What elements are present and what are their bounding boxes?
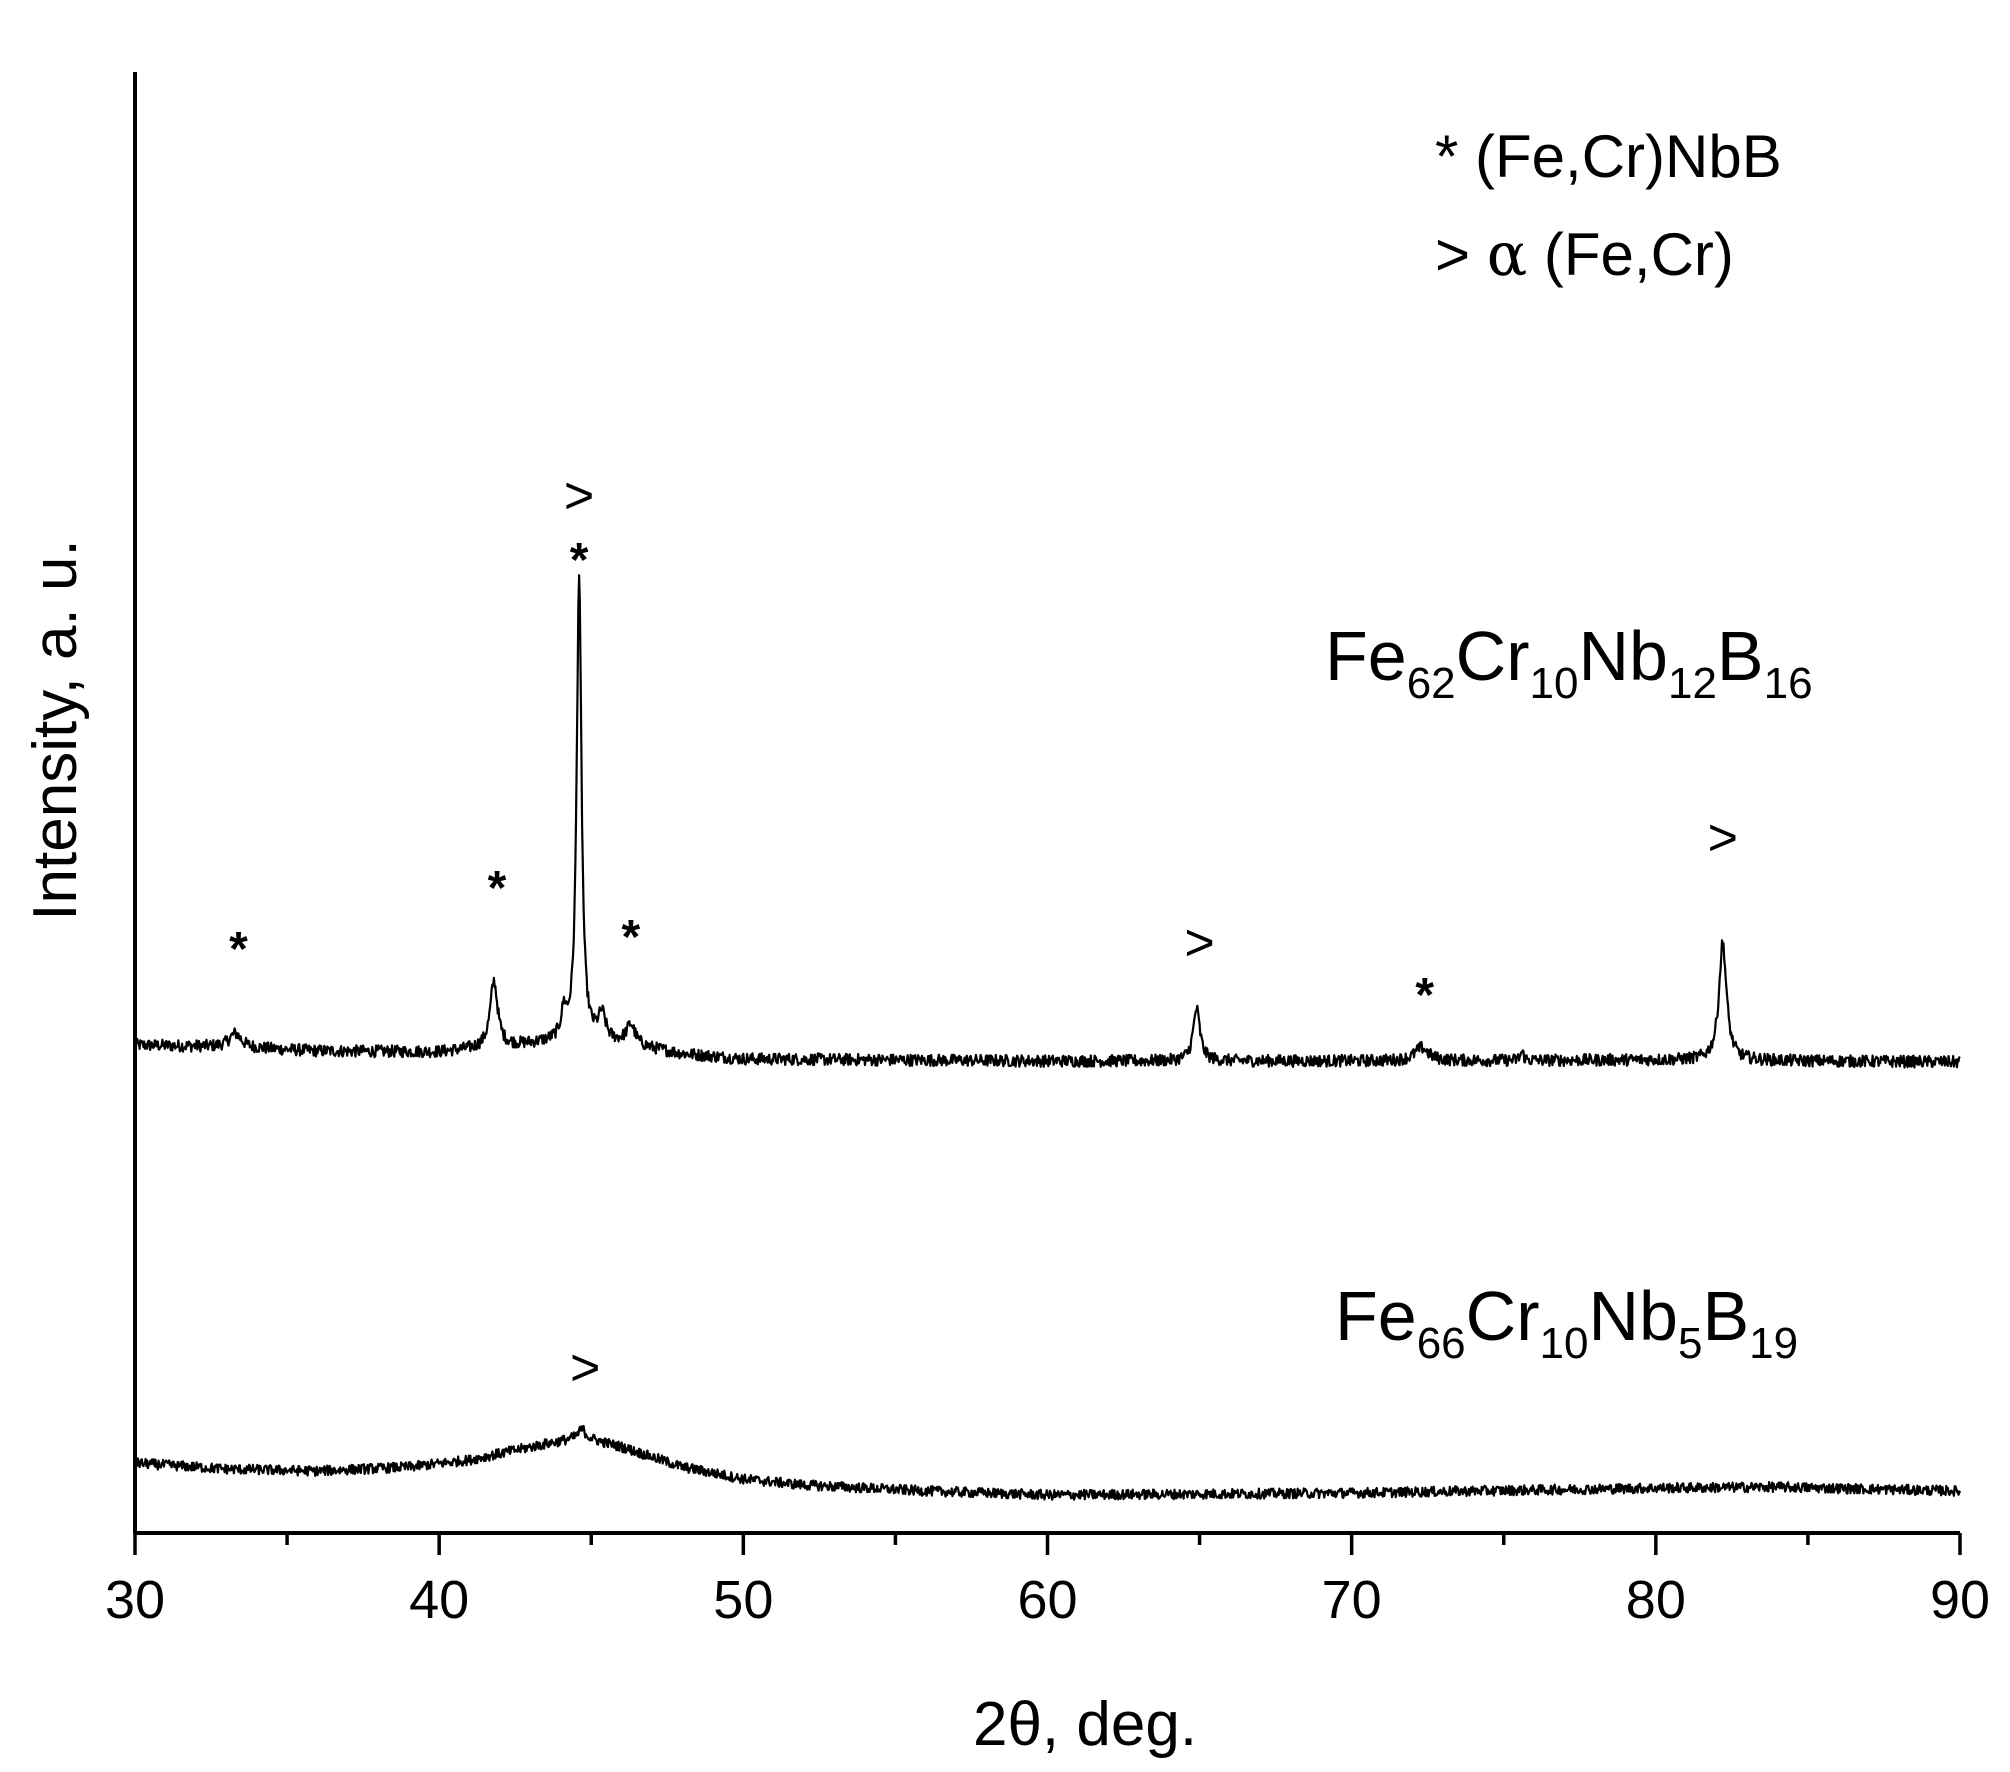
series-label-element: B [1717,617,1764,695]
x-tick-label: 30 [105,1570,165,1630]
x-axis-title: 2θ, deg. [973,1690,1197,1759]
x-tick-label: 70 [1322,1570,1382,1630]
peak-marker-1-1: * [229,923,248,976]
series-line-2 [134,1424,1962,1501]
legend: * (Fe,Cr)NbB > α (Fe,Cr) [1435,123,1782,290]
series-label-subscript: 12 [1668,659,1717,708]
y-axis-title: Intensity, a. u. [21,539,90,920]
series-label-element: Cr [1466,1277,1540,1355]
peak-marker-1-8: > [1708,809,1738,867]
peak-marker-1-5: * [621,911,640,964]
series-label-subscript: 10 [1540,1319,1589,1368]
series-label-element: B [1702,1277,1749,1355]
series-label-subscript: 19 [1749,1319,1798,1368]
series-label-subscript: 10 [1530,659,1579,708]
x-tick-label: 90 [1930,1570,1990,1630]
series-label-element: Nb [1578,617,1667,695]
series-label-subscript: 5 [1678,1319,1702,1368]
series-line-1 [133,574,1961,1069]
series-label-element: Fe [1335,1277,1417,1355]
series-label-subscript: 16 [1764,659,1813,708]
peak-marker-1-4: > [564,467,594,525]
peak-marker-1-2: * [488,862,507,915]
x-tick-label: 40 [409,1570,469,1630]
peak-marker-1-6: > [1184,914,1214,972]
x-tick-label: 60 [1017,1570,1077,1630]
series-label-element: Cr [1456,617,1530,695]
peak-marker-2-1: > [570,1339,600,1397]
series-label-element: Fe [1325,617,1407,695]
series-label-element: Nb [1588,1277,1677,1355]
series-label-1: Fe62Cr10Nb12B16 [1325,617,1813,708]
series-label-subscript: 62 [1407,659,1456,708]
legend-item-alpha-fecr: > α (Fe,Cr) [1435,220,1734,290]
x-tick-label: 50 [713,1570,773,1630]
x-tick-label: 80 [1626,1570,1686,1630]
legend-item-fecrnbb: * (Fe,Cr)NbB [1435,123,1782,190]
series-label-2: Fe66Cr10Nb5B19 [1335,1277,1798,1368]
peak-marker-1-3: * [570,534,589,587]
series-label-subscript: 66 [1417,1319,1466,1368]
peak-marker-1-7: * [1415,969,1434,1022]
